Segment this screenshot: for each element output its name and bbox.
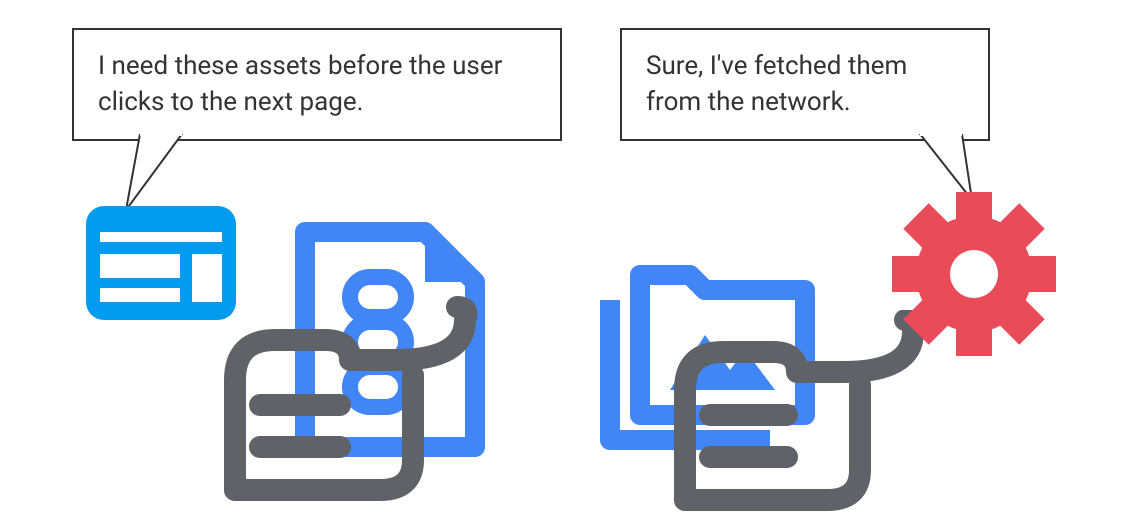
speech-bubble-left: I need these assets before the user clic… (72, 28, 562, 141)
speech-tail-left (122, 134, 192, 214)
speech-text-left: I need these assets before the user clic… (98, 51, 502, 117)
speech-bubble-right: Sure, I've fetched them from the network… (620, 28, 990, 141)
gear-icon (888, 188, 1060, 360)
hand-left-icon (195, 295, 485, 510)
speech-text-right: Sure, I've fetched them from the network… (646, 51, 907, 117)
